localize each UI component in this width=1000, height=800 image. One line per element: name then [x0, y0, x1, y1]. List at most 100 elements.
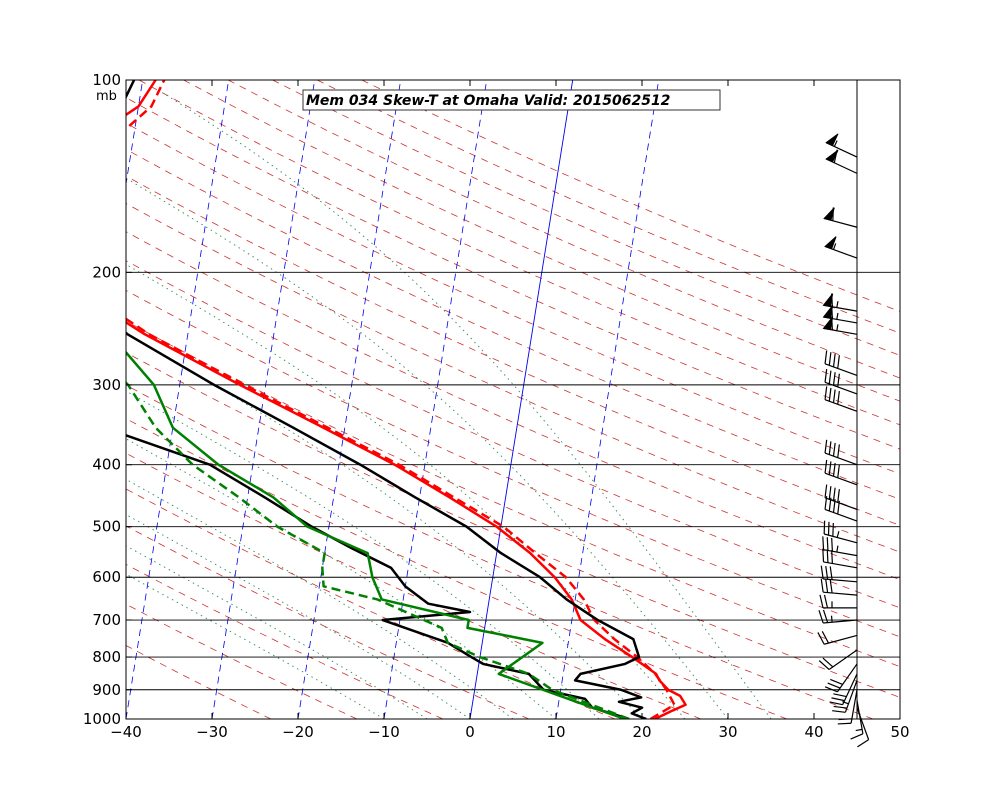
wind-barb-staff — [824, 634, 858, 645]
plot-frame — [125, 79, 901, 720]
wind-barb-halfflag — [836, 301, 839, 308]
wind-barb-flag — [828, 486, 832, 500]
isotherm — [0, 80, 57, 719]
dry-adiabat — [126, 231, 900, 581]
wind-barb-flag — [831, 293, 833, 307]
moist-adiabat — [126, 390, 600, 719]
wind-barb-flag — [823, 594, 829, 608]
wind-barb-flag — [824, 686, 838, 693]
pressure-tick-label: 500 — [92, 518, 121, 536]
wind-barb-staff — [824, 508, 858, 522]
wind-barb-flag — [831, 697, 845, 702]
wind-barb — [818, 609, 858, 624]
wind-barb-pennant — [825, 133, 839, 147]
wind-barb — [824, 350, 858, 377]
wind-barb-halfflag — [836, 312, 839, 320]
wind-barb — [824, 484, 858, 511]
wind-barb-flag — [825, 579, 829, 593]
pressure-tick-label: 800 — [92, 648, 121, 666]
isotherm — [126, 80, 230, 719]
dry-adiabat — [126, 97, 900, 450]
wind-barb — [822, 316, 858, 335]
wind-barb-staff — [824, 472, 858, 486]
moist-adiabat — [126, 545, 428, 719]
pressure-unit-label: mb — [96, 89, 117, 104]
dry-adiabat — [126, 175, 900, 526]
moist-adiabat — [126, 573, 385, 719]
x-tick-label: 40 — [804, 723, 823, 741]
pressure-tick-label: 600 — [92, 568, 121, 586]
wind-barb-flag — [829, 579, 833, 594]
background-lines — [0, 80, 900, 719]
wind-barb-flag — [828, 441, 832, 455]
wind-barb-flag — [837, 464, 840, 478]
dry-adiabat — [138, 80, 900, 426]
wind-barb-staff — [823, 578, 858, 583]
wind-barb-flag — [828, 352, 832, 366]
isotherm — [126, 80, 144, 187]
wind-barb — [829, 673, 858, 706]
wind-barb — [825, 133, 858, 158]
sounding-temperature-line — [126, 80, 647, 719]
dry-adiabat — [126, 352, 900, 698]
wind-barb — [824, 663, 858, 693]
wind-barbs — [817, 80, 870, 748]
dry-adiabat — [126, 203, 900, 553]
wind-barb-flag — [826, 537, 829, 551]
wind-barb-flag — [832, 487, 836, 501]
wind-barb-flag — [829, 566, 833, 580]
wind-barb-flag — [832, 710, 846, 713]
moist-adiabat — [126, 438, 557, 719]
wind-barb — [822, 536, 858, 557]
wind-barb-flag — [837, 391, 840, 405]
wind-barb-staff — [823, 549, 858, 557]
x-tick-label: 20 — [632, 723, 651, 741]
dry-adiabat — [126, 289, 900, 638]
wind-barb — [822, 305, 858, 324]
wind-barb-halfflag — [836, 324, 839, 331]
wind-barb — [824, 439, 858, 466]
wind-barb-flag — [837, 722, 852, 725]
pressure-tick-label: 700 — [92, 611, 121, 629]
wind-barb-pennant — [824, 236, 837, 250]
wind-barb-flag — [824, 439, 828, 454]
wind-barb-flag — [833, 693, 847, 698]
dry-adiabat — [126, 563, 444, 719]
wind-barb-flag — [820, 578, 824, 593]
wind-barb — [822, 293, 858, 312]
wind-barb — [823, 207, 858, 228]
wind-barb-flag — [817, 632, 825, 645]
wind-barb-staff — [828, 649, 858, 671]
wind-barb-flag — [822, 548, 825, 562]
wind-barb — [822, 548, 858, 569]
wind-barb-staff — [824, 399, 858, 412]
dewpoint-solid-line — [126, 350, 626, 719]
wind-barb-flag — [826, 549, 829, 563]
wind-barb-staff — [824, 497, 858, 511]
dry-adiabat — [227, 80, 900, 379]
wind-barb-flag — [831, 537, 833, 552]
wind-barb-staff — [856, 700, 864, 734]
wind-barb-flag — [837, 444, 840, 458]
dry-adiabat — [126, 452, 702, 719]
dry-adiabat — [317, 80, 900, 334]
wind-barb-flag — [827, 682, 841, 689]
wind-barb-flag — [818, 660, 830, 670]
wind-barb — [850, 700, 864, 740]
wind-barb-flag — [832, 389, 836, 403]
wind-barb — [824, 386, 858, 412]
wind-barb-flag — [857, 739, 869, 748]
pressure-tick-label: 300 — [92, 376, 121, 394]
pressure-tick-label: 100 — [92, 71, 121, 89]
chart-title: Mem 034 Skew-T at Omaha Valid: 201506251… — [306, 93, 670, 109]
dry-adiabat — [126, 122, 900, 475]
wind-barb-halfflag — [855, 728, 863, 732]
dry-adiabat — [126, 320, 900, 668]
sounding-series — [126, 80, 687, 719]
dry-adiabat — [272, 80, 900, 356]
wind-barb-halfflag — [836, 531, 840, 538]
dry-adiabat — [126, 645, 272, 719]
wind-barb — [825, 149, 858, 174]
wind-barb-flag — [831, 550, 833, 564]
